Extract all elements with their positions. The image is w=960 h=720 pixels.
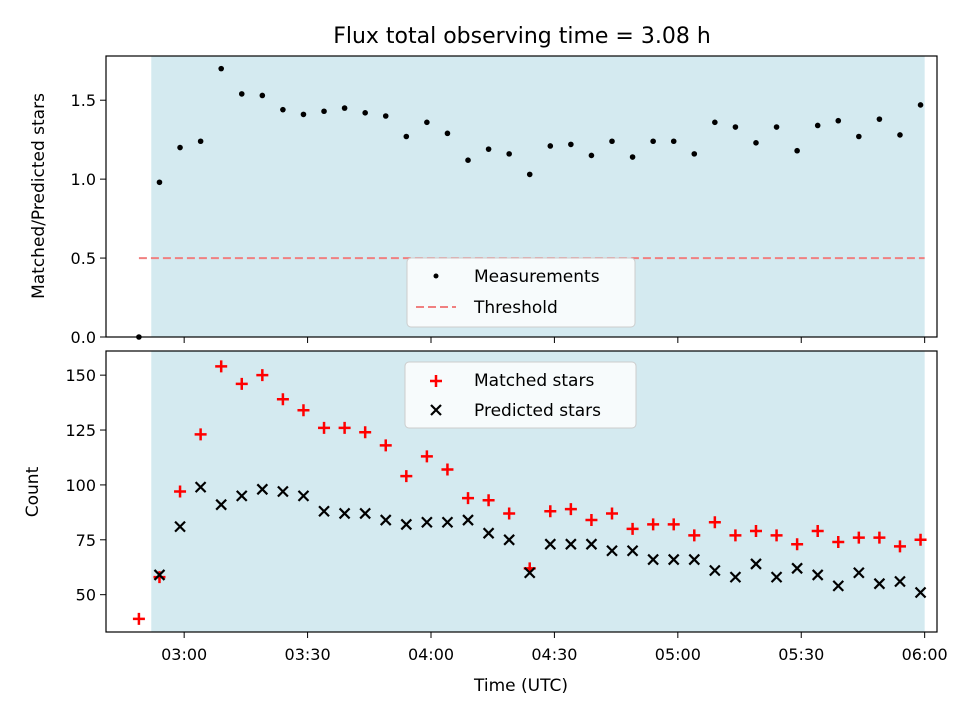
measurement-point bbox=[321, 108, 327, 114]
bottom-ytick-label: 75 bbox=[76, 531, 96, 550]
xtick-label: 05:00 bbox=[655, 645, 701, 664]
chart-title: Flux total observing time = 3.08 h bbox=[333, 24, 711, 49]
measurement-point bbox=[918, 102, 924, 108]
measurement-point bbox=[424, 120, 430, 126]
measurement-point bbox=[794, 148, 800, 154]
measurement-point bbox=[630, 154, 636, 160]
measurement-point bbox=[691, 151, 697, 157]
measurement-point bbox=[362, 110, 368, 116]
measurement-point bbox=[342, 105, 348, 111]
xtick-label: 03:00 bbox=[161, 645, 207, 664]
measurement-point bbox=[239, 91, 245, 97]
bottom-panel: 50 75 100 125 150 03:00 03:30 04:00 04:30 05:00 05… bbox=[23, 351, 948, 696]
x-axis-label: Time (UTC) bbox=[473, 676, 568, 696]
figure: Flux total observing time = 3.08 h 0.00.… bbox=[0, 0, 960, 720]
bottom-ytick-label: 125 bbox=[65, 421, 96, 440]
bottom-legend: Matched stars Predicted stars bbox=[405, 362, 636, 428]
legend-matched-label: Matched stars bbox=[474, 371, 594, 391]
measurement-point bbox=[815, 123, 821, 129]
measurement-point bbox=[177, 145, 183, 151]
legend-predicted-label: Predicted stars bbox=[474, 401, 601, 421]
measurement-point bbox=[733, 124, 739, 130]
measurement-point bbox=[547, 143, 553, 149]
measurement-point bbox=[774, 124, 780, 130]
measurement-point bbox=[835, 118, 841, 124]
bottom-ytick-label: 100 bbox=[65, 476, 96, 495]
xtick-label: 06:00 bbox=[902, 645, 948, 664]
measurement-point bbox=[260, 93, 266, 99]
measurement-point bbox=[280, 107, 286, 113]
measurement-point bbox=[218, 66, 224, 72]
measurement-point bbox=[301, 112, 307, 118]
measurement-point bbox=[465, 157, 471, 163]
measurement-point bbox=[383, 113, 389, 119]
measurement-point bbox=[445, 131, 451, 137]
measurement-point bbox=[877, 116, 883, 122]
legend-measurements-label: Measurements bbox=[474, 267, 600, 287]
measurement-point bbox=[856, 134, 862, 140]
legend-measurements-marker bbox=[434, 274, 439, 279]
top-legend: Measurements Threshold bbox=[407, 258, 635, 327]
bottom-ylabel: Count bbox=[23, 466, 43, 517]
measurement-point bbox=[486, 146, 492, 152]
measurement-point bbox=[671, 138, 677, 144]
measurement-point bbox=[897, 132, 903, 138]
top-ytick-label: 0.0 bbox=[71, 328, 96, 347]
xtick-label: 05:30 bbox=[778, 645, 824, 664]
measurement-point bbox=[506, 151, 512, 157]
bottom-ytick-label: 150 bbox=[65, 366, 96, 385]
measurement-point bbox=[568, 142, 574, 148]
xtick-label: 04:30 bbox=[531, 645, 577, 664]
measurement-point bbox=[609, 138, 615, 144]
measurement-point bbox=[712, 120, 718, 126]
bottom-ytick-label: 50 bbox=[76, 586, 96, 605]
measurement-point bbox=[753, 140, 759, 146]
xtick-label: 04:00 bbox=[408, 645, 454, 664]
measurement-point bbox=[404, 134, 410, 140]
top-ytick-label: 1.5 bbox=[71, 91, 96, 110]
xtick-label: 03:30 bbox=[285, 645, 331, 664]
top-ytick-label: 1.0 bbox=[71, 170, 96, 189]
measurement-point bbox=[650, 138, 656, 144]
top-ytick-label: 0.5 bbox=[71, 249, 96, 268]
measurement-point bbox=[589, 153, 595, 159]
top-panel: 0.0 0.5 1.0 1.5 Matched/Predicted stars Mea… bbox=[29, 56, 937, 347]
legend-threshold-label: Threshold bbox=[473, 298, 558, 318]
matched-star-point bbox=[133, 613, 145, 625]
measurement-point bbox=[157, 179, 163, 185]
measurement-point bbox=[198, 138, 204, 144]
measurement-point bbox=[527, 172, 533, 178]
top-ylabel: Matched/Predicted stars bbox=[29, 93, 49, 299]
